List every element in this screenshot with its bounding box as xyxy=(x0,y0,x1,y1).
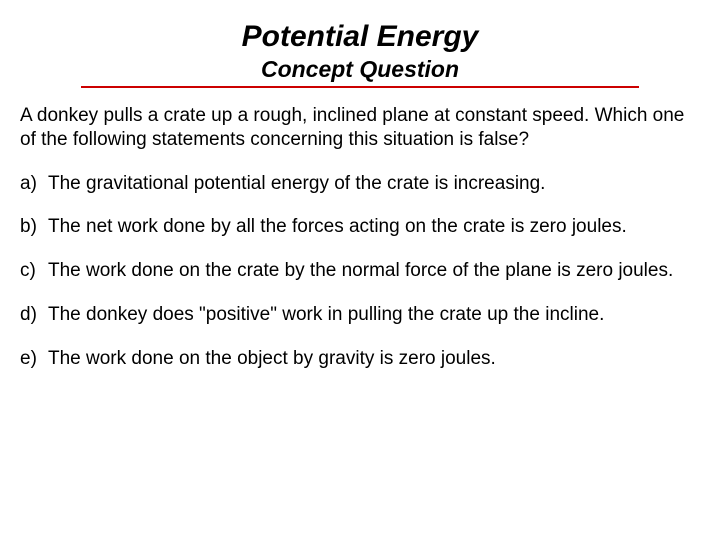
options-list: a) The gravitational potential energy of… xyxy=(20,172,700,371)
option-text: The donkey does "positive" work in pulli… xyxy=(48,303,700,327)
option-letter: b) xyxy=(20,215,48,239)
page-subtitle: Concept Question xyxy=(81,56,639,88)
question-text: A donkey pulls a crate up a rough, incli… xyxy=(20,104,700,152)
list-item: a) The gravitational potential energy of… xyxy=(20,172,700,196)
list-item: e) The work done on the object by gravit… xyxy=(20,347,700,371)
page-title: Potential Energy xyxy=(20,20,700,54)
list-item: d) The donkey does "positive" work in pu… xyxy=(20,303,700,327)
list-item: b) The net work done by all the forces a… xyxy=(20,215,700,239)
option-letter: c) xyxy=(20,259,48,283)
option-letter: a) xyxy=(20,172,48,196)
option-text: The work done on the crate by the normal… xyxy=(48,259,700,283)
option-text: The gravitational potential energy of th… xyxy=(48,172,700,196)
list-item: c) The work done on the crate by the nor… xyxy=(20,259,700,283)
option-text: The net work done by all the forces acti… xyxy=(48,215,700,239)
option-letter: d) xyxy=(20,303,48,327)
option-text: The work done on the object by gravity i… xyxy=(48,347,700,371)
option-letter: e) xyxy=(20,347,48,371)
